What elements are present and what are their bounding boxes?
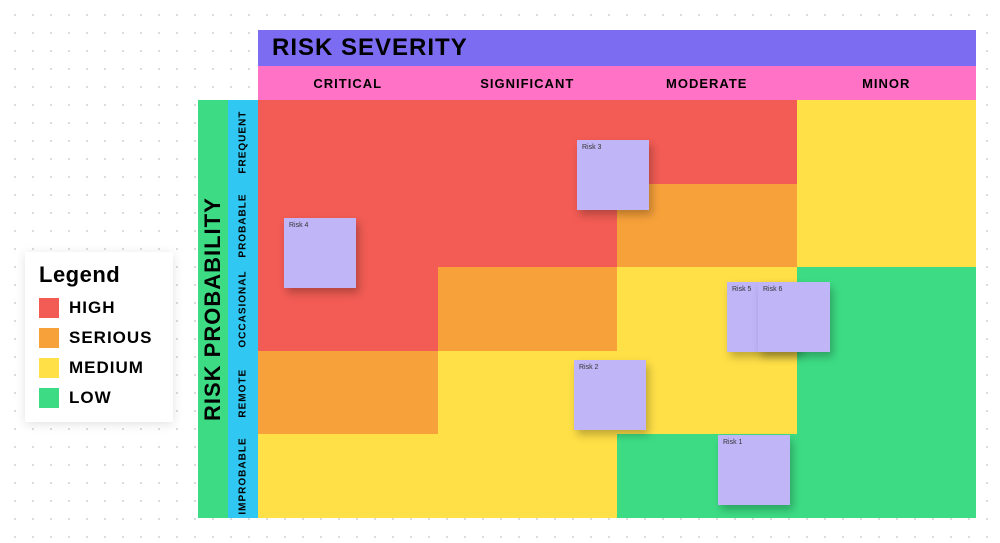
legend-item: SERIOUS [39,328,159,348]
severity-col: SIGNIFICANT [438,66,618,100]
severity-col: MINOR [797,66,977,100]
legend-item: LOW [39,388,159,408]
legend-item: MEDIUM [39,358,159,378]
risk-cell [797,351,977,435]
severity-col: MODERATE [617,66,797,100]
risk-cell [797,184,977,268]
legend-label: SERIOUS [69,328,153,348]
severity-col: CRITICAL [258,66,438,100]
risk-cell [258,100,438,184]
legend-swatch [39,328,59,348]
legend-item: HIGH [39,298,159,318]
sticky-note[interactable]: Risk 3 [577,140,649,210]
legend-swatch [39,298,59,318]
probability-row: FREQUENT [228,100,258,184]
sticky-note[interactable]: Risk 1 [718,435,790,505]
risk-cell [258,434,438,518]
probability-row: PROBABLE [228,184,258,268]
sticky-note[interactable]: Risk 6 [758,282,830,352]
legend-swatch [39,358,59,378]
sticky-note[interactable]: Risk 4 [284,218,356,288]
risk-cell [258,351,438,435]
severity-header: RISK SEVERITY [258,30,976,66]
probability-rows: FREQUENTPROBABLEOCCASIONALREMOTEIMPROBAB… [228,100,258,518]
risk-cell [438,267,618,351]
risk-cell [797,434,977,518]
legend-title: Legend [39,262,159,288]
legend-swatch [39,388,59,408]
probability-row: REMOTE [228,351,258,435]
sticky-note[interactable]: Risk 2 [574,360,646,430]
legend-label: LOW [69,388,112,408]
legend-label: MEDIUM [69,358,144,378]
probability-header: RISK PROBABILITY [198,100,228,518]
legend-label: HIGH [69,298,116,318]
probability-row: OCCASIONAL [228,267,258,351]
probability-row: IMPROBABLE [228,434,258,518]
legend-panel: Legend HIGH SERIOUS MEDIUM LOW [25,252,173,422]
risk-cell [438,434,618,518]
risk-cell [797,100,977,184]
severity-columns: CRITICALSIGNIFICANTMODERATEMINOR [258,66,976,100]
